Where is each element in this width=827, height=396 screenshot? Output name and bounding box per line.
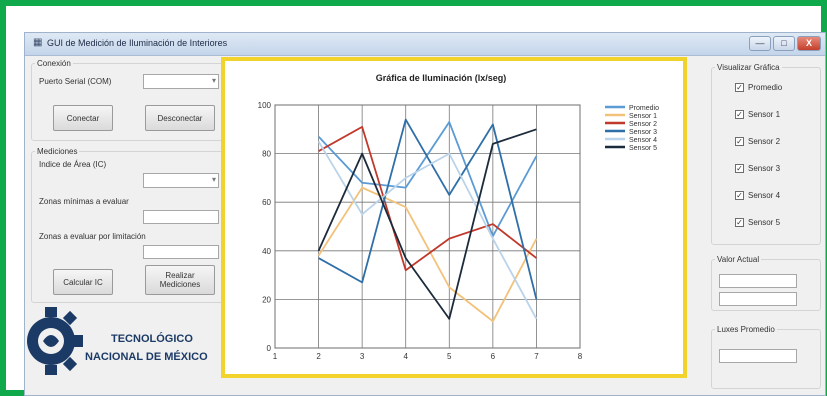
- series-line-sensor-5: [317, 128, 537, 320]
- series-line-promedio: [317, 121, 538, 238]
- area-index-combobox[interactable]: ▾: [143, 173, 219, 188]
- maximize-button[interactable]: □: [773, 36, 795, 51]
- checkbox-label: Sensor 2: [748, 137, 781, 146]
- tecnm-logo: TECNOLÓGICO NACIONAL DE MÉXICO: [25, 301, 230, 381]
- valor-actual-input-2[interactable]: [719, 292, 797, 306]
- app-window: ▦ GUI de Medición de Iluminación de Inte…: [24, 32, 826, 396]
- valor-actual-group-label: Valor Actual: [715, 255, 762, 264]
- illumination-chart: Gráfica de Iluminación (lx/seg) 1 2 3 4 5 6 7 8…: [258, 73, 659, 361]
- checkbox-sensor-3[interactable]: ✓ Sensor 3: [735, 164, 780, 173]
- chevron-down-icon[interactable]: ▾: [211, 175, 216, 184]
- gear-icon: [27, 307, 83, 375]
- logo-line-2: NACIONAL DE MÉXICO: [85, 351, 208, 363]
- y-tick-label: 0: [267, 344, 272, 353]
- valor-actual-input-1[interactable]: [719, 274, 797, 288]
- min-zones-input[interactable]: [143, 210, 219, 224]
- checkbox-sensor-2[interactable]: ✓ Sensor 2: [735, 137, 780, 146]
- legend-entry: Promedio: [629, 105, 659, 112]
- y-tick-label: 80: [262, 150, 271, 159]
- chart-title: Gráfica de Iluminación (lx/seg): [376, 73, 507, 83]
- lux-promedio-input[interactable]: [719, 349, 797, 363]
- disconnect-button[interactable]: Desconectar: [145, 105, 215, 131]
- checkbox-sensor-1[interactable]: ✓ Sensor 1: [735, 110, 780, 119]
- x-tick-label: 6: [491, 352, 496, 361]
- mediciones-group-label: Mediciones: [35, 147, 80, 156]
- limited-zones-label: Zonas a evaluar por limitación: [39, 232, 146, 241]
- close-button[interactable]: X: [797, 36, 821, 51]
- checkmark-icon[interactable]: ✓: [735, 164, 744, 173]
- series-line-sensor-4: [317, 140, 538, 320]
- visualizar-group-label: Visualizar Gráfica: [715, 63, 782, 72]
- connect-button[interactable]: Conectar: [53, 105, 113, 131]
- legend-entry: Sensor 1: [629, 113, 657, 120]
- checkbox-label: Sensor 1: [748, 110, 781, 119]
- window-title: GUI de Medición de Iluminación de Interi…: [47, 38, 228, 48]
- checkmark-icon[interactable]: ✓: [735, 191, 744, 200]
- checkbox-promedio[interactable]: ✓ Promedio: [735, 83, 782, 92]
- min-zones-label: Zonas mínimas a evaluar: [39, 197, 129, 206]
- y-tick-label: 60: [262, 198, 271, 207]
- x-tick-label: 8: [578, 352, 583, 361]
- logo-line-1: TECNOLÓGICO: [111, 333, 193, 345]
- port-label: Puerto Serial (COM): [39, 77, 112, 86]
- checkbox-sensor-5[interactable]: ✓ Sensor 5: [735, 218, 780, 227]
- checkmark-icon[interactable]: ✓: [735, 110, 744, 119]
- checkbox-label: Promedio: [748, 83, 783, 92]
- calculate-ic-button[interactable]: Calcular IC: [53, 269, 113, 295]
- area-index-label: Indice de Área (IC): [39, 160, 107, 169]
- series-line-sensor-1: [317, 186, 538, 323]
- legend-entry: Sensor 4: [629, 137, 657, 144]
- legend-entry: Sensor 2: [629, 121, 657, 128]
- x-tick-label: 2: [316, 352, 321, 361]
- legend-entry: Sensor 3: [629, 129, 657, 136]
- checkmark-icon[interactable]: ✓: [735, 137, 744, 146]
- x-tick-label: 3: [360, 352, 365, 361]
- checkbox-label: Sensor 5: [748, 218, 781, 227]
- x-tick-label: 1: [273, 352, 278, 361]
- x-tick-label: 5: [447, 352, 452, 361]
- checkbox-label: Sensor 4: [748, 191, 781, 200]
- measure-button-label-2: Mediciones: [159, 280, 201, 289]
- minimize-button[interactable]: —: [749, 36, 771, 51]
- checkbox-label: Sensor 3: [748, 164, 781, 173]
- measure-button[interactable]: Realizar Mediciones: [145, 265, 215, 295]
- x-tick-label: 7: [534, 352, 539, 361]
- y-tick-label: 100: [258, 101, 272, 110]
- series-line-sensor-2: [318, 125, 537, 272]
- port-combobox[interactable]: ▾: [143, 74, 219, 89]
- chevron-down-icon[interactable]: ▾: [211, 76, 216, 85]
- title-bar[interactable]: ▦ GUI de Medición de Iluminación de Inte…: [25, 33, 825, 56]
- conexion-group-label: Conexión: [35, 59, 73, 68]
- valor-actual-group: [711, 259, 821, 311]
- checkmark-icon[interactable]: ✓: [735, 218, 744, 227]
- x-tick-label: 4: [403, 352, 408, 361]
- limited-zones-input[interactable]: [143, 245, 219, 259]
- chart-panel: Gráfica de Iluminación (lx/seg) 1 2 3 4 5 6 7 8…: [221, 57, 687, 378]
- y-tick-label: 40: [262, 247, 271, 256]
- plot-area: [274, 104, 581, 349]
- checkmark-icon[interactable]: ✓: [735, 83, 744, 92]
- series-line-sensor-3: [318, 118, 538, 300]
- measure-button-label-1: Realizar: [165, 271, 195, 280]
- checkbox-sensor-4[interactable]: ✓ Sensor 4: [735, 191, 780, 200]
- lux-promedio-group-label: Luxes Promedio: [715, 325, 777, 334]
- y-tick-label: 20: [262, 295, 271, 304]
- app-icon: ▦: [33, 37, 43, 48]
- legend-entry: Sensor 5: [629, 145, 657, 152]
